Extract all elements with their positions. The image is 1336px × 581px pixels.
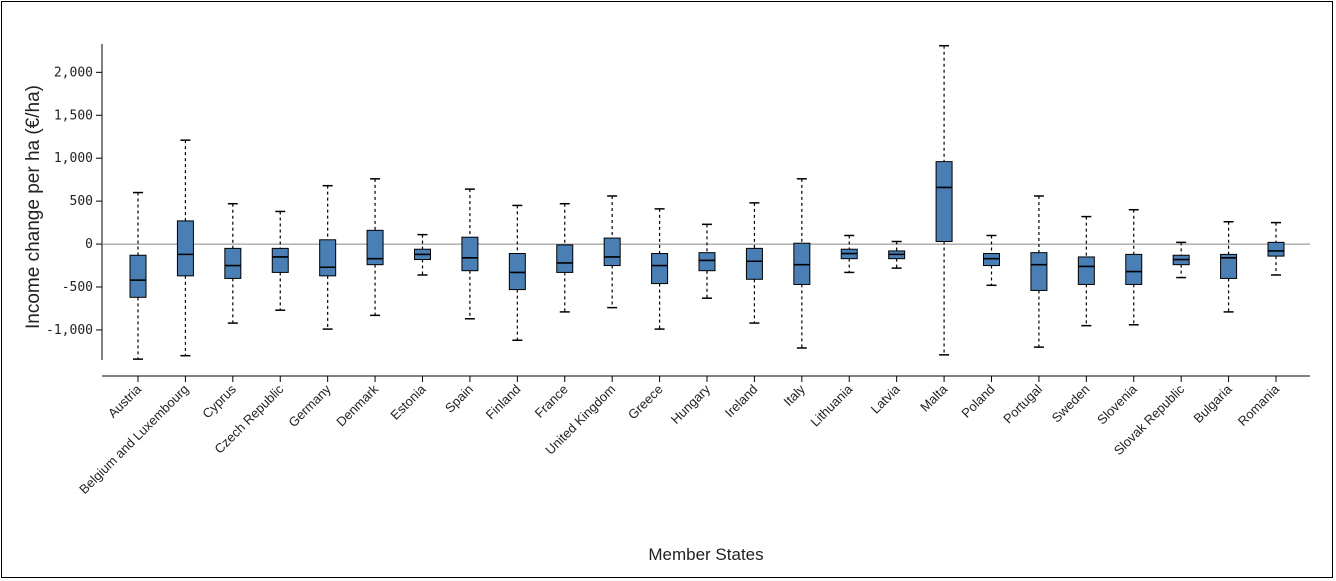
box-malta	[935, 44, 953, 356]
box-estonia	[414, 233, 431, 276]
x-tick-label: Slovenia	[1094, 381, 1140, 427]
x-tick-label: Poland	[958, 382, 997, 421]
x-tick-label: Ireland	[722, 382, 761, 421]
box-series	[129, 44, 1285, 360]
iqr-box	[1030, 252, 1048, 291]
box-poland	[983, 234, 1000, 287]
box-ireland	[745, 202, 763, 324]
y-tick-label: -500	[62, 280, 93, 295]
y-axis: -1,000 -500 0 500 1,000 1,500 2,000	[46, 44, 103, 360]
x-tick-label: Finland	[483, 382, 524, 423]
box-france	[556, 202, 574, 313]
x-tick-label: Austria	[105, 381, 145, 421]
iqr-box	[461, 236, 479, 272]
iqr-box	[319, 239, 337, 277]
x-tick-label: Romania	[1235, 381, 1283, 429]
box-united-kingdom	[603, 195, 621, 309]
iqr-box	[176, 220, 194, 277]
box-czech-republic	[271, 210, 289, 311]
iqr-box	[1077, 256, 1095, 285]
y-tick-label: 1,000	[54, 151, 93, 166]
box-spain	[461, 188, 479, 320]
box-slovenia	[1125, 208, 1143, 326]
iqr-box	[603, 237, 621, 267]
iqr-box	[983, 253, 1000, 267]
x-tick-label: Spain	[442, 382, 476, 416]
box-lithuania	[840, 234, 858, 274]
iqr-box	[935, 161, 953, 243]
x-tick-label: Hungary	[668, 381, 714, 427]
x-tick-label: France	[532, 382, 571, 421]
x-tick-label: Cyprus	[199, 381, 239, 421]
box-hungary	[698, 223, 716, 299]
iqr-box	[745, 247, 763, 280]
iqr-box	[508, 253, 526, 291]
x-tick-label: Denmark	[333, 381, 381, 429]
y-tick-label: 2,000	[54, 65, 93, 80]
box-slovak-republic	[1172, 241, 1190, 279]
box-germany	[319, 184, 337, 330]
x-tick-label: Italy	[780, 381, 808, 409]
x-tick-label: Portugal	[1000, 381, 1045, 426]
iqr-box	[271, 247, 289, 273]
iqr-box	[1220, 253, 1238, 279]
iqr-box	[1267, 241, 1285, 257]
box-romania	[1267, 221, 1285, 276]
box-portugal	[1030, 195, 1048, 348]
x-tick-label: Sweden	[1049, 382, 1093, 426]
y-axis-title: Income change per ha (€/ha)	[23, 85, 44, 329]
x-axis-title: Member States	[648, 545, 763, 564]
iqr-box	[698, 252, 716, 272]
box-bulgaria	[1220, 221, 1238, 313]
x-tick-label: Bulgaria	[1190, 381, 1235, 426]
x-tick-label: Malta	[917, 381, 951, 415]
x-tick-label: Lithuania	[807, 381, 855, 429]
y-tick-label: 500	[70, 194, 93, 209]
x-tick-label: Greece	[625, 382, 666, 423]
x-tick-label: Latvia	[868, 381, 904, 417]
iqr-box	[793, 242, 811, 285]
iqr-box	[366, 229, 384, 266]
box-austria	[129, 191, 147, 360]
x-tick-label: Estonia	[387, 381, 429, 423]
box-cyprus	[224, 202, 242, 324]
y-tick-label: 0	[85, 237, 93, 252]
box-latvia	[888, 240, 906, 269]
y-tick-label: 1,500	[54, 108, 93, 123]
y-tick-label: -1,000	[46, 323, 93, 338]
box-sweden	[1077, 215, 1095, 327]
box-denmark	[366, 178, 384, 317]
x-tick-label: Germany	[285, 381, 334, 430]
iqr-box	[556, 244, 574, 273]
iqr-box	[129, 254, 147, 298]
box-italy	[793, 178, 811, 349]
iqr-box	[651, 253, 669, 285]
box-greece	[651, 208, 669, 330]
box-finland	[508, 204, 526, 341]
iqr-box	[224, 247, 242, 279]
iqr-box	[1125, 253, 1143, 285]
box-belgium-and-luxembourg	[176, 139, 194, 357]
